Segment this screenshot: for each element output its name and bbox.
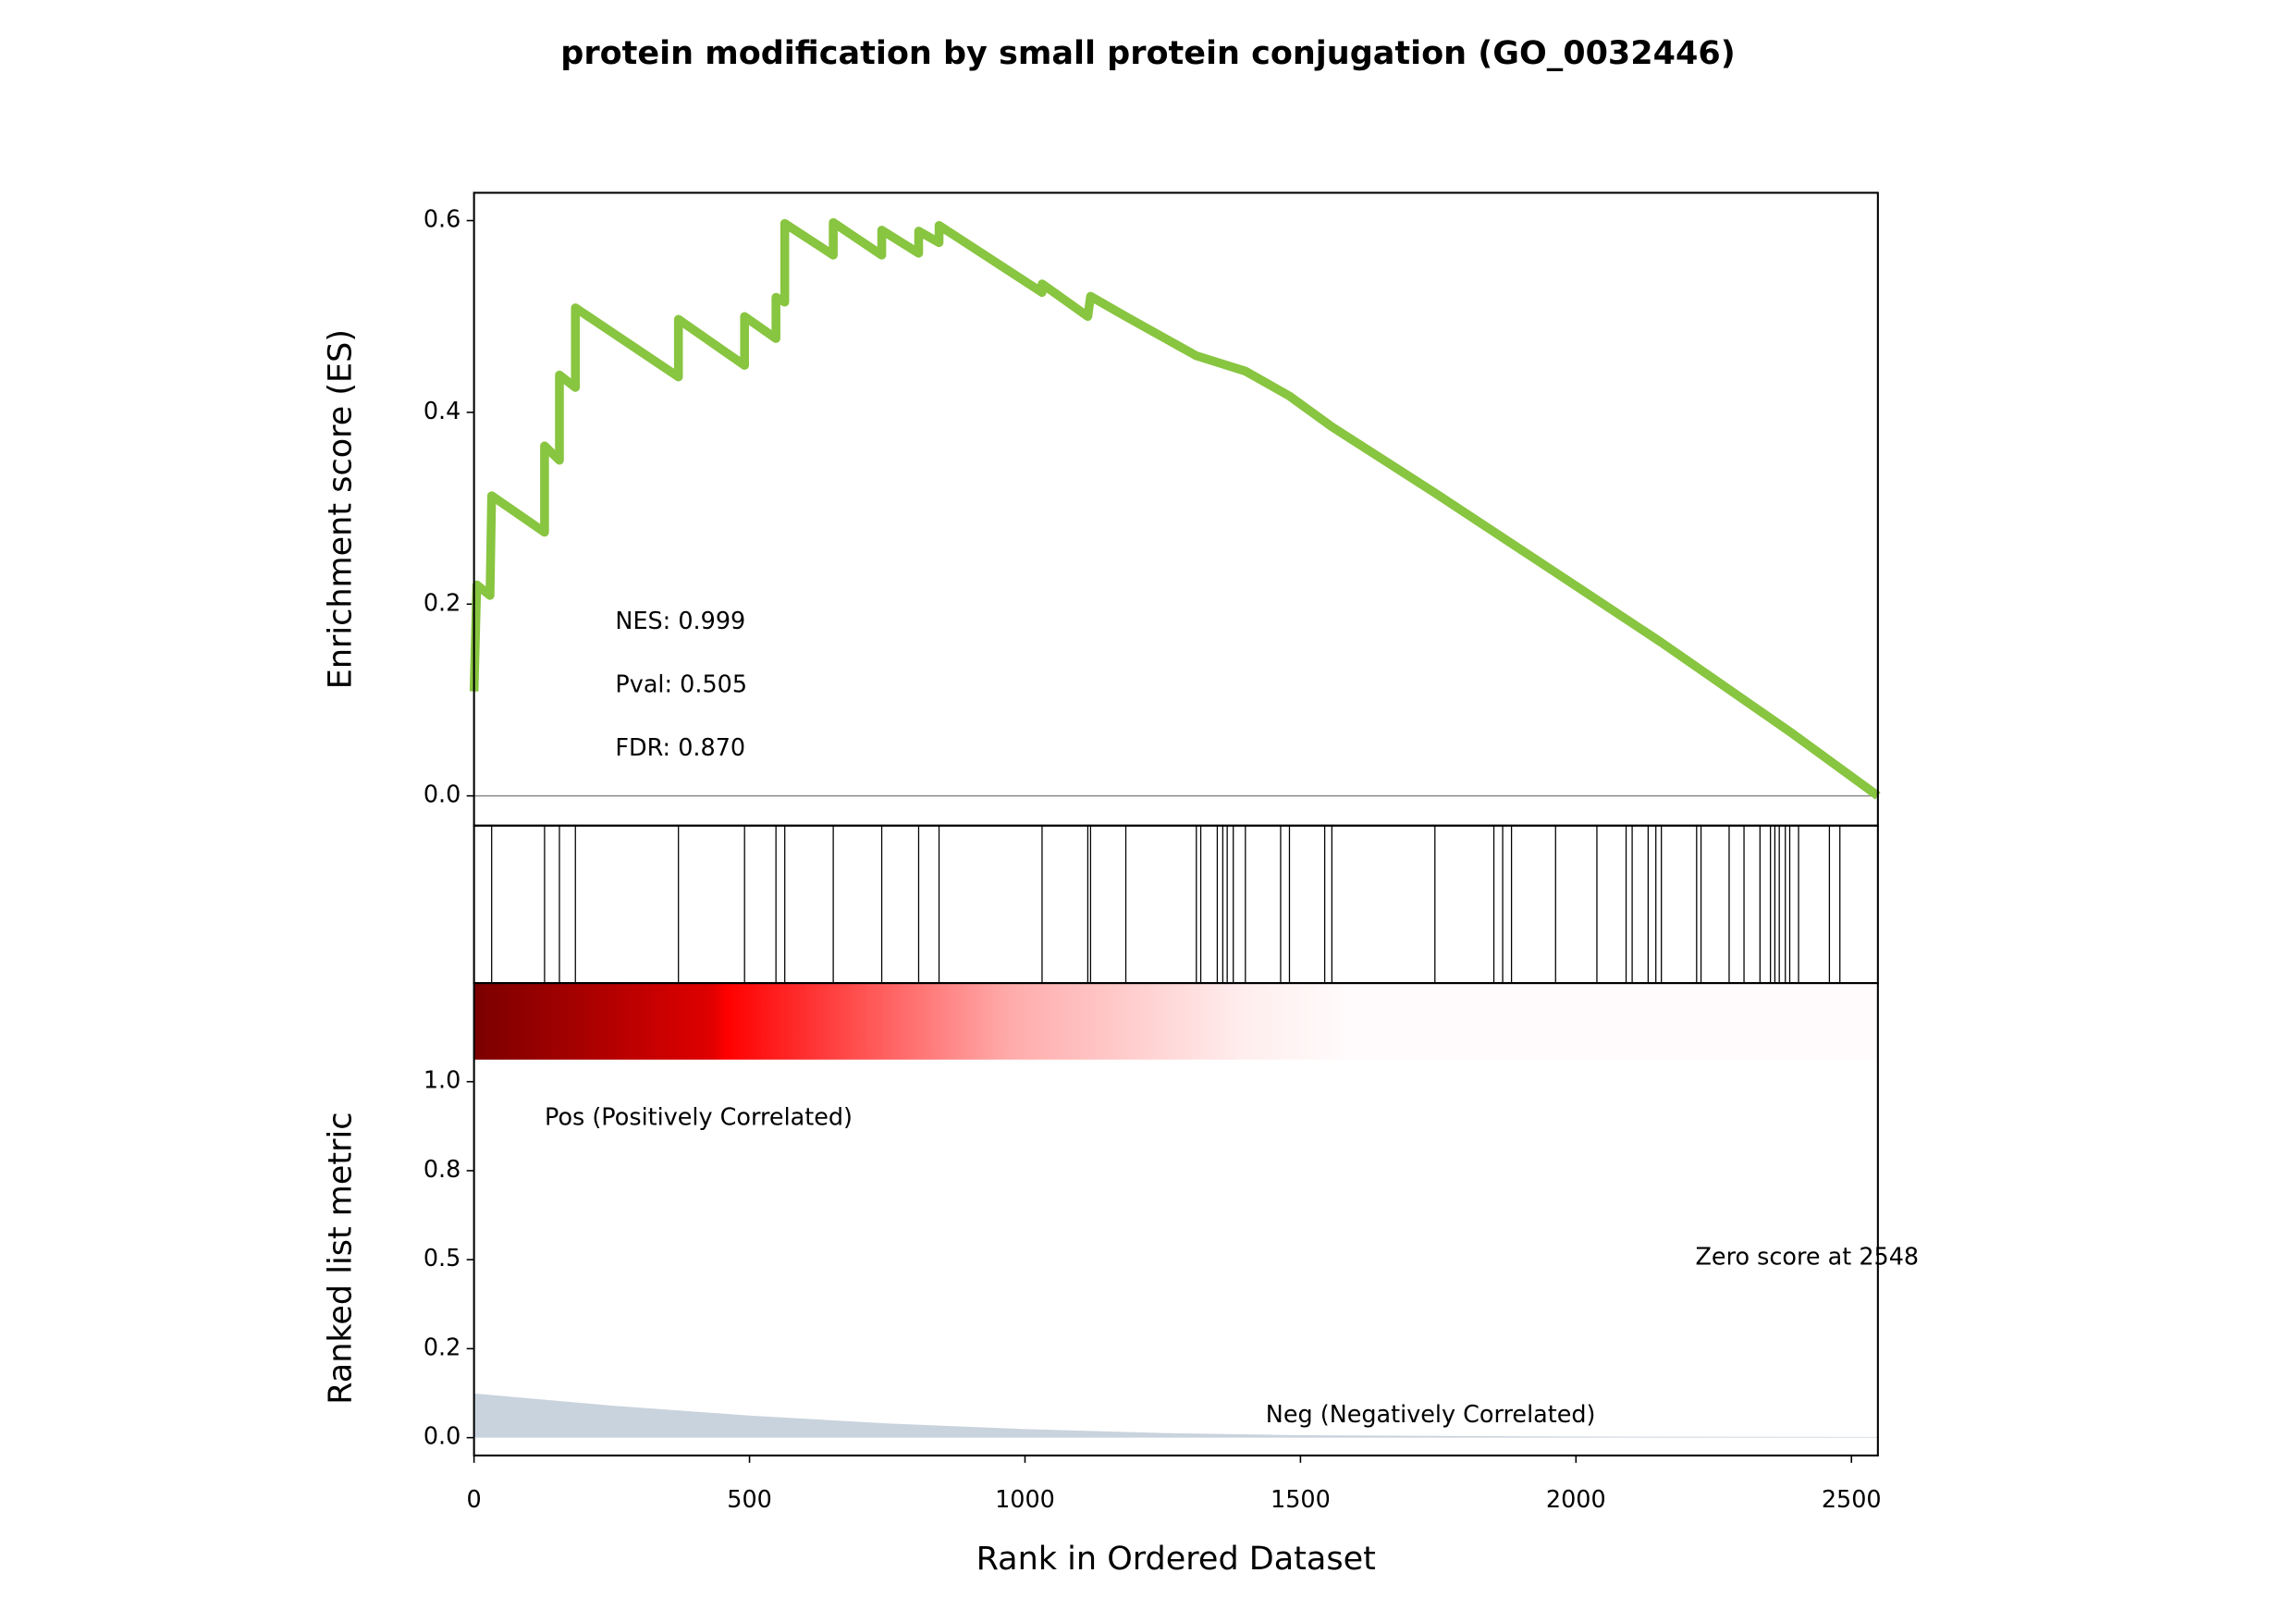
metric-area	[473, 1393, 1878, 1438]
y-tick-label: 0.2	[424, 1333, 460, 1361]
metric-panel	[473, 982, 1879, 1456]
es-axis-label: Enrichment score (ES)	[322, 329, 359, 689]
neg-label: Neg (Negatively Correlated)	[1266, 1401, 1596, 1429]
x-axis-label: Rank in Ordered Dataset	[976, 1541, 1376, 1578]
frames	[473, 191, 1879, 1456]
x-tick-label: 2000	[1546, 1486, 1606, 1514]
y-tick-label: 0.4	[424, 398, 460, 425]
y-tick-label: 0.0	[424, 781, 460, 809]
es-panel	[473, 191, 1879, 827]
color-bar	[473, 983, 1878, 1060]
fdr-annotation: FDR: 0.870	[615, 734, 745, 762]
x-tick-label: 1000	[995, 1486, 1055, 1514]
chart-title: protein modification by small protein co…	[560, 35, 1735, 72]
es-line	[469, 217, 1881, 800]
y-tick-label: 0.8	[424, 1156, 460, 1184]
x-tick-label: 500	[727, 1486, 772, 1514]
x-tick-label: 1500	[1271, 1486, 1331, 1514]
pos-label: Pos (Positively Correlated)	[545, 1103, 853, 1131]
y-tick-label: 0.5	[424, 1245, 460, 1272]
zero-score-label: Zero score at 2548	[1696, 1244, 1920, 1272]
y-tick-label: 0.0	[424, 1423, 460, 1451]
y-tick-label: 1.0	[424, 1067, 460, 1095]
y-tick-label: 0.2	[424, 589, 460, 617]
metric-axis-label: Ranked list metric	[322, 1112, 359, 1404]
x-tick-label: 0	[467, 1486, 482, 1514]
nes-annotation: NES: 0.999	[615, 608, 745, 635]
hits-panel	[473, 824, 1879, 985]
y-tick-label: 0.6	[424, 206, 460, 234]
x-tick-label: 2500	[1822, 1486, 1882, 1514]
pval-annotation: Pval: 0.505	[615, 671, 747, 699]
